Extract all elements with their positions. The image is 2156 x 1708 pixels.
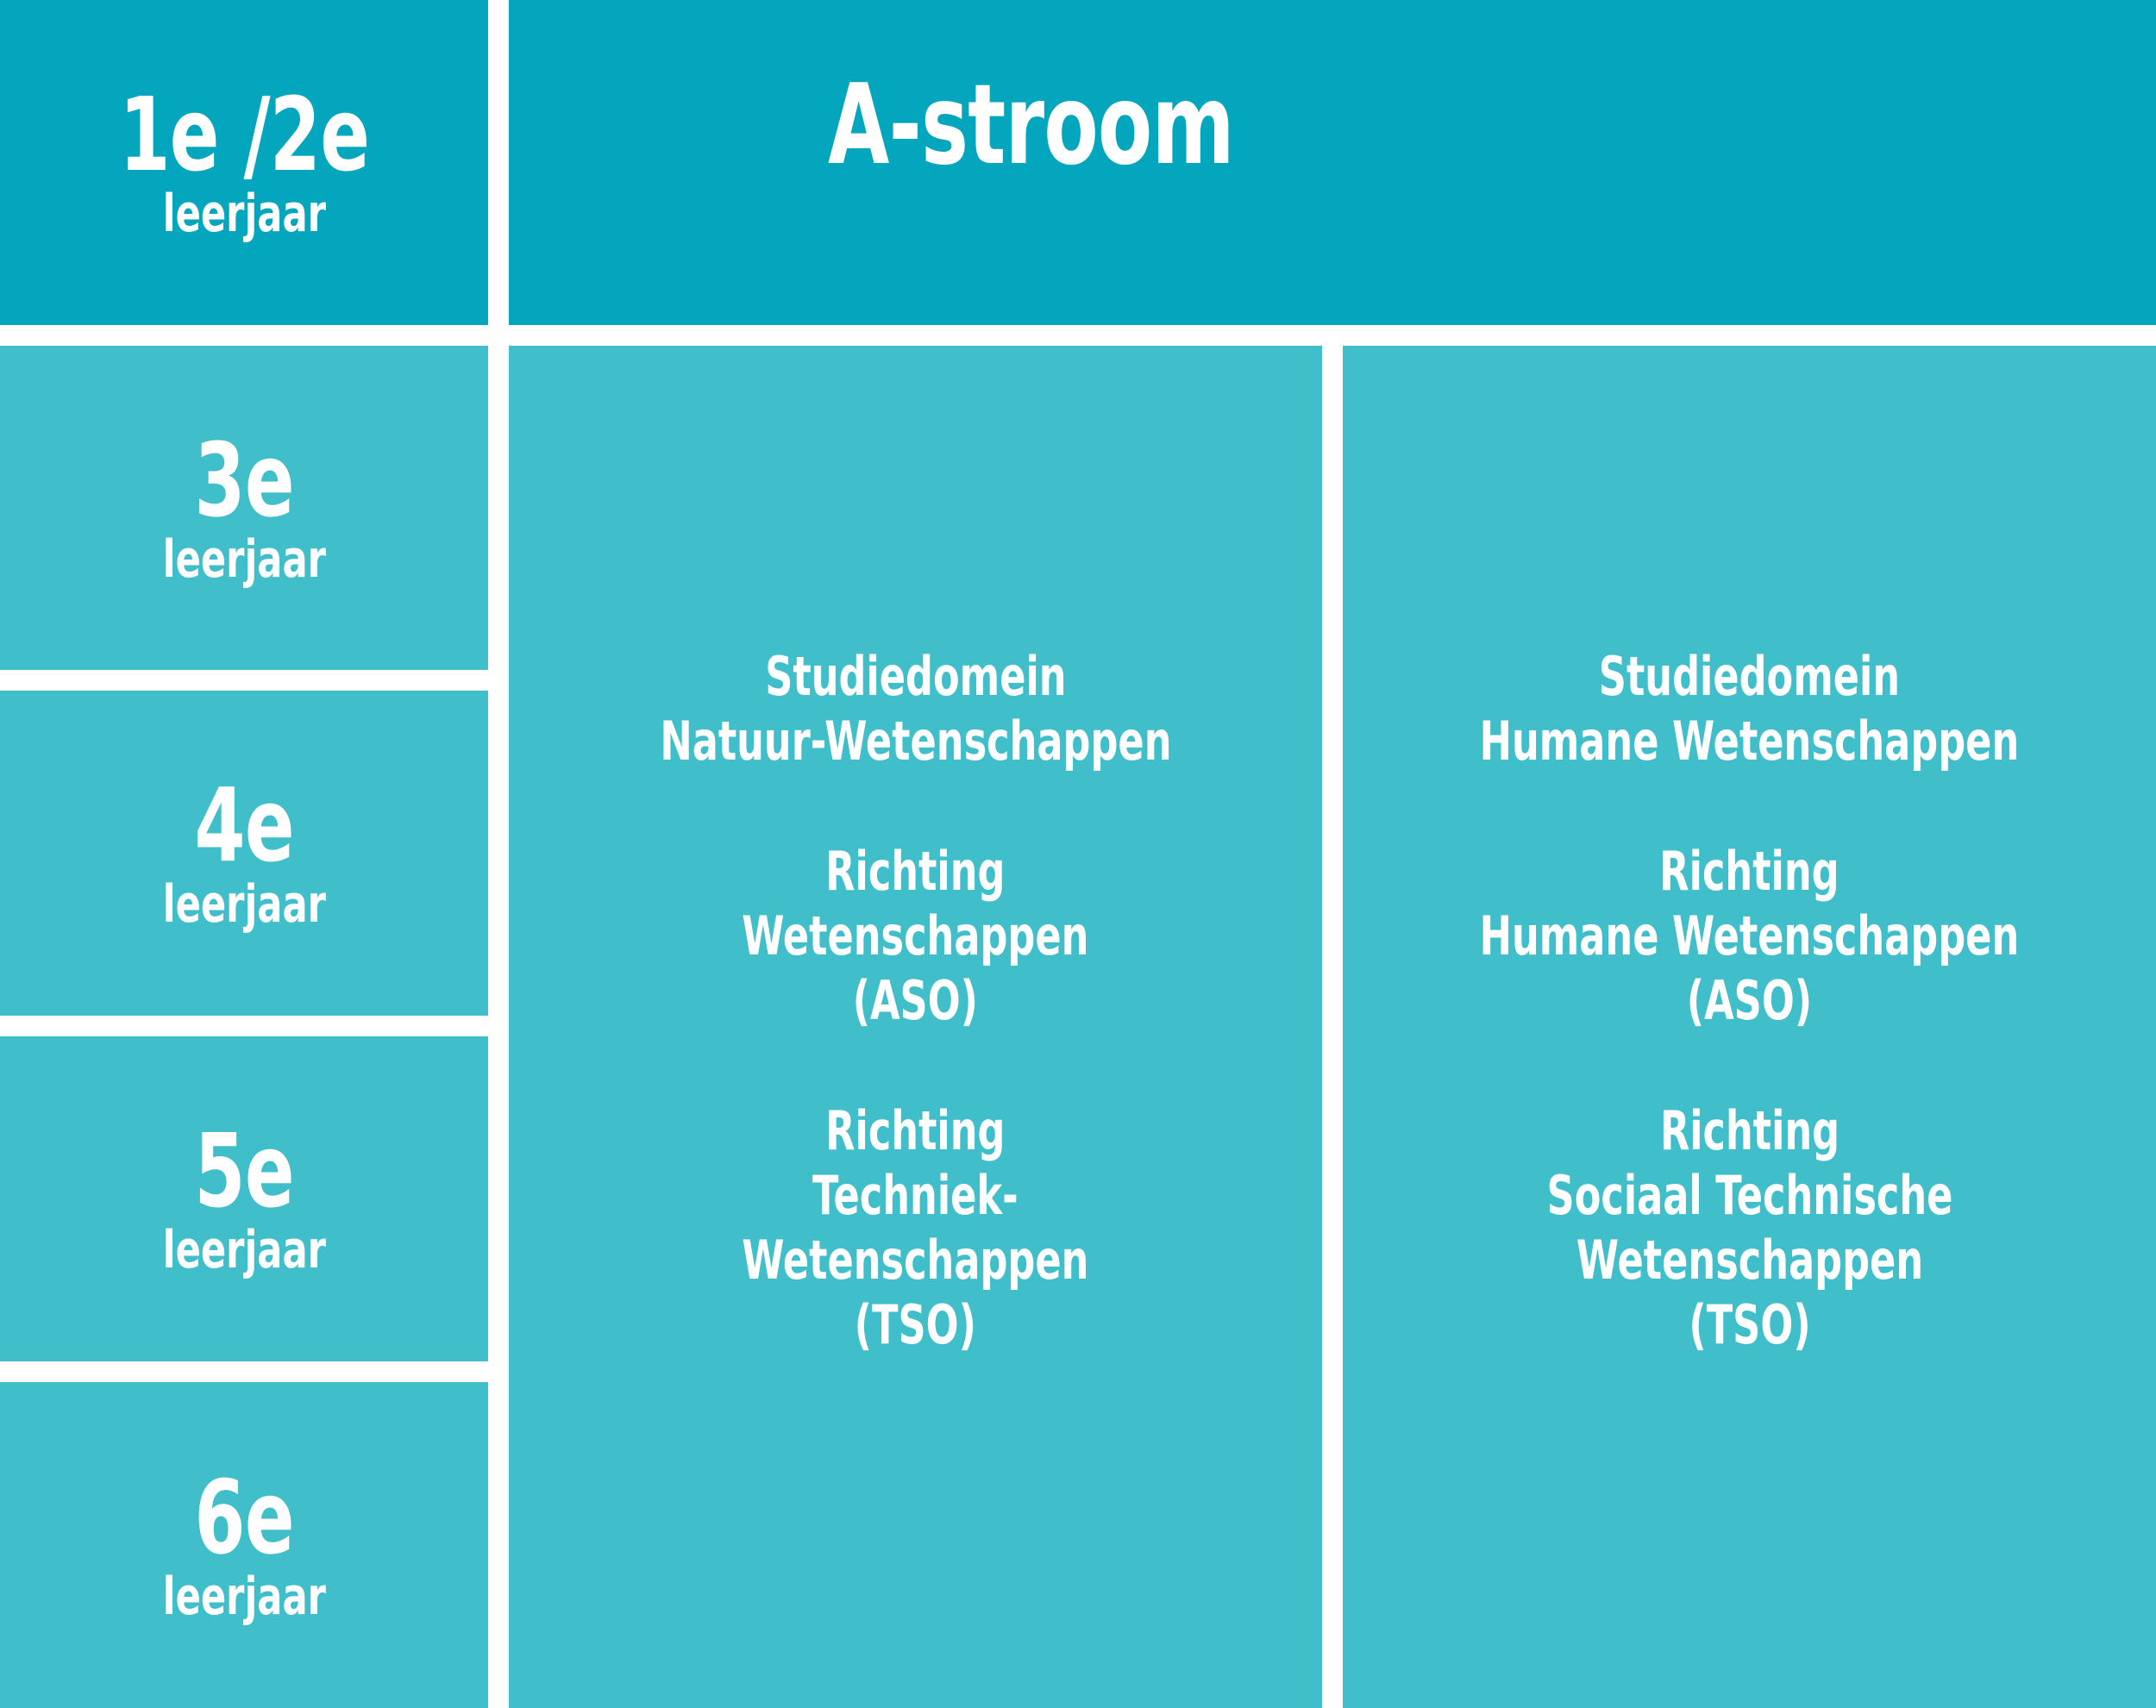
domain-block: Studiedomein Humane Wetenschappen xyxy=(1480,644,2020,773)
domain-line: Humane Wetenschappen xyxy=(1479,710,2020,773)
year-number: 4e xyxy=(194,766,294,885)
year-cell-6: 6e leerjaar xyxy=(0,1382,488,1708)
year-number: 6e xyxy=(194,1457,294,1577)
richting-line: (TSO) xyxy=(1688,1293,1811,1356)
domain-line: Natuur-Wetenschappen xyxy=(659,710,1172,773)
richting-line: Techniek- xyxy=(812,1164,1018,1227)
year-cell-1-2: 1e /2e leerjaar xyxy=(0,0,488,325)
richting-line: Richting xyxy=(1659,1099,1839,1162)
richting-line: Richting xyxy=(1659,840,1839,903)
richting-line: Humane Wetenschappen xyxy=(1479,904,2020,967)
year-cell-4: 4e leerjaar xyxy=(0,691,488,1016)
domain-column-natuur: Studiedomein Natuur-Wetenschappen Richti… xyxy=(509,346,1322,1708)
domain-line: Studiedomein xyxy=(1598,645,1901,708)
year-label: leerjaar xyxy=(162,184,326,244)
richting-line: Sociaal Technische xyxy=(1546,1164,1952,1227)
domain-line: Studiedomein xyxy=(764,645,1067,708)
year-number: 3e xyxy=(194,420,294,540)
year-number: 5e xyxy=(194,1111,294,1230)
year-label: leerjaar xyxy=(162,874,326,935)
year-label: leerjaar xyxy=(162,1566,326,1627)
year-cell-5: 5e leerjaar xyxy=(0,1036,488,1361)
year-number: 1e /2e xyxy=(119,75,369,194)
richting-block: Richting Wetenschappen (ASO) xyxy=(742,839,1088,1033)
richting-line: Richting xyxy=(825,840,1006,903)
richting-line: (ASO) xyxy=(852,969,979,1032)
richting-block: Richting Sociaal Technische Wetenschappe… xyxy=(1546,1098,1952,1357)
richting-line: Wetenschappen xyxy=(742,904,1089,967)
richting-line: (TSO) xyxy=(854,1293,977,1356)
richting-line: Wetenschappen xyxy=(1576,1229,1923,1292)
year-label: leerjaar xyxy=(162,1220,326,1280)
richting-line: Wetenschappen xyxy=(742,1229,1089,1292)
year-label: leerjaar xyxy=(162,529,326,590)
stream-header xyxy=(509,0,2156,325)
richting-line: Richting xyxy=(825,1099,1006,1162)
domain-column-humane: Studiedomein Humane Wetenschappen Richti… xyxy=(1343,346,2156,1708)
year-cell-3: 3e leerjaar xyxy=(0,346,488,670)
richting-block: Richting Techniek- Wetenschappen (TSO) xyxy=(742,1098,1088,1357)
richting-block: Richting Humane Wetenschappen (ASO) xyxy=(1480,839,2020,1033)
richting-line: (ASO) xyxy=(1686,969,1813,1032)
stream-title: A-stroom xyxy=(828,61,1235,190)
domain-block: Studiedomein Natuur-Wetenschappen xyxy=(660,644,1171,773)
